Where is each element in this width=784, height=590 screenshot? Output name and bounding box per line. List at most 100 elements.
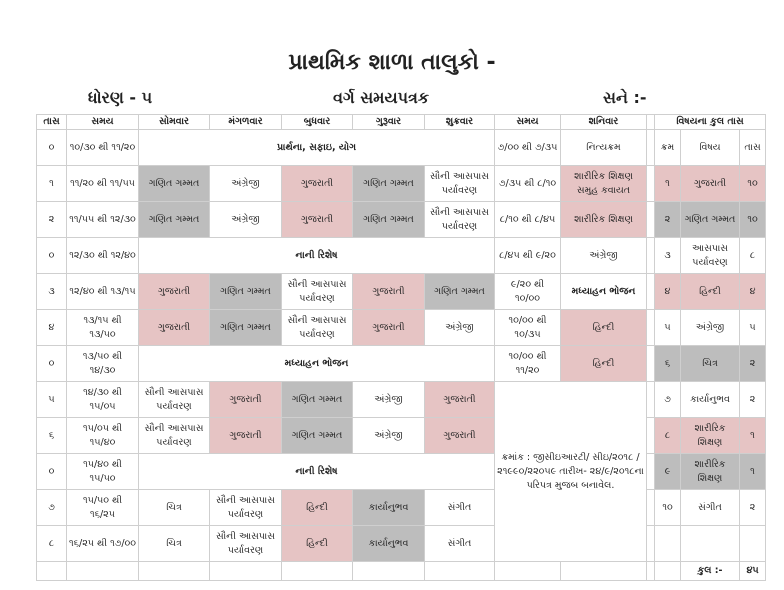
- subject-index: ૯: [654, 453, 681, 490]
- empty-cell: [654, 525, 681, 562]
- saturday-subject: હિન્દી: [560, 345, 647, 382]
- period-time: ૧૨/૪૦ થી ૧૩/૧૫: [66, 273, 139, 310]
- total-value: ૪૫: [738, 561, 767, 581]
- period-number: ૧: [36, 165, 67, 202]
- col-tuesday: મંગળવાર: [209, 114, 282, 130]
- col-saturday: શનિવાર: [560, 114, 647, 130]
- period-number: ૦: [36, 345, 67, 382]
- subject-cell: ગણિત ગમ્મત: [424, 273, 495, 310]
- saturday-subject: હિન્દી: [560, 309, 647, 346]
- subject-name: અંગ્રેજી: [680, 309, 740, 346]
- subject-cell: ચિત્ર: [138, 525, 210, 562]
- subject-cell: ગુજરાતી: [424, 381, 495, 418]
- subject-cell: ગુજરાતી: [209, 417, 282, 454]
- subject-cell: ગુજરાતી: [281, 201, 353, 238]
- gap-cell: [646, 129, 655, 166]
- subject-count: ૫: [738, 309, 767, 346]
- subject-cell: ગણિત ગમ્મત: [281, 417, 353, 454]
- total-label: કુલ :-: [680, 561, 740, 581]
- period-time: ૧૧/૫૫ થી ૧૨/૩૦: [66, 201, 139, 238]
- saturday-time: ૭/૦૦ થી ૭/૩૫: [494, 129, 561, 166]
- subject-cell: અંગ્રેજી: [424, 309, 495, 346]
- standard-label: ધોરણ - ૫: [88, 88, 153, 107]
- break-label: નાની રિશેષ: [138, 453, 495, 490]
- subject-count: ૪: [738, 273, 767, 310]
- timetable-heading: વર્ગ સમયપત્રક: [333, 88, 430, 107]
- subject-count: ૨: [738, 381, 767, 418]
- gap-cell: [646, 453, 655, 490]
- period-number: ૦: [36, 129, 67, 166]
- subject-name: ગણિત ગમ્મત: [680, 201, 740, 238]
- subject-name: ચિત્ર: [680, 345, 740, 382]
- col-period: તાસ: [36, 114, 67, 130]
- header-row: તાસ સમય સોમવાર મંગળવાર બુધવાર ગુરૂવાર શુ…: [36, 114, 767, 130]
- subject-cell: ગણિત ગમ્મત: [138, 165, 210, 202]
- period-time: ૧૪/૩૦ થી ૧૫/૦૫: [66, 381, 139, 418]
- empty-cell: [352, 561, 425, 581]
- period-number: ૨: [36, 201, 67, 238]
- saturday-time: ૭/૩૫ થી ૮/૧૦: [494, 165, 561, 202]
- gap-cell: [646, 201, 655, 238]
- period-number: ૪: [36, 309, 67, 346]
- subject-name: શારીરિક શિક્ષણ: [680, 453, 740, 490]
- subject-cell: ગણિત ગમ્મત: [138, 201, 210, 238]
- subject-count: ૧૦: [738, 165, 767, 202]
- subject-cell: ગણિત ગમ્મત: [352, 201, 425, 238]
- empty-cell: [654, 561, 681, 581]
- subject-cell: ગણિત ગમ્મત: [281, 381, 353, 418]
- saturday-subject: અંગ્રેજી: [560, 237, 647, 274]
- subject-cell: કાર્યાનુભવ: [352, 525, 425, 562]
- table-row: ૦ ૧૩/૫૦ થી ૧૪/૩૦ મધ્યાહન ભોજન ૧૦/૦૦ થી ૧૧/૨…: [36, 345, 767, 382]
- subject-cell: ગણિત ગમ્મત: [209, 309, 282, 346]
- period-time: ૧૩/૧૫ થી ૧૩/૫૦: [66, 309, 139, 346]
- total-row: કુલ :- ૪૫: [36, 561, 767, 581]
- col-time: સમય: [66, 114, 139, 130]
- table-row: ૧ ૧૧/૨૦ થી ૧૧/૫૫ ગણિત ગમ્મત અંગ્રેજી ગુજરાતી…: [36, 165, 767, 202]
- table-row: ૮ ૧૬/૨૫ થી ૧૭/૦૦ ચિત્ર સૌની આસપાસ પર્યાવરણ હ…: [36, 525, 767, 562]
- period-time: ૧૫/૫૦ થી ૧૬/૨૫: [66, 489, 139, 526]
- empty-cell: [36, 561, 67, 581]
- col-thursday: ગુરૂવાર: [352, 114, 425, 130]
- subject-index: ૪: [654, 273, 681, 310]
- subject-cell: ગુજરાતી: [352, 309, 425, 346]
- subject-cell: અંગ્રેજી: [352, 381, 425, 418]
- col-wednesday: બુધવાર: [281, 114, 353, 130]
- empty-cell: [494, 561, 561, 581]
- subject-name: ગુજરાતી: [680, 165, 740, 202]
- period-time: ૧૩/૫૦ થી ૧૪/૩૦: [66, 345, 139, 382]
- gap-cell: [646, 273, 655, 310]
- subject-index: ૫: [654, 309, 681, 346]
- year-label: સને :-: [603, 88, 647, 107]
- subject-cell: સૌની આસપાસ પર્યાવરણ: [209, 489, 282, 526]
- empty-cell: [424, 561, 495, 581]
- subject-cell: ગુજરાતી: [424, 417, 495, 454]
- col-subject-total: વિષયના કુલ તાસ: [653, 114, 767, 130]
- col-monday: સોમવાર: [138, 114, 210, 130]
- subject-cell: ગણિત ગમ્મત: [352, 165, 425, 202]
- subject-cell: ગુજરાતી: [209, 381, 282, 418]
- page-title: પ્રાથમિક શાળા તાલુકો -: [288, 50, 496, 75]
- saturday-time: ૧૦/૦૦ થી ૧૧/૨૦: [494, 345, 561, 382]
- break-label: મધ્યાહન ભોજન: [138, 345, 495, 382]
- saturday-subject: નિત્યક્રમ: [560, 129, 647, 166]
- period-time: ૧૬/૨૫ થી ૧૭/૦૦: [66, 525, 139, 562]
- empty-cell: [560, 561, 647, 581]
- gap-cell: [646, 417, 655, 454]
- subject-count: ૧: [738, 417, 767, 454]
- empty-cell: [66, 561, 139, 581]
- table-row: ૦ ૧૨/૩૦ થી ૧૨/૪૦ નાની રિશેષ ૮/૪૫ થી ૯/૨૦ અંગ…: [36, 237, 767, 274]
- subject-count: ૨: [738, 345, 767, 382]
- subject-index: ૭: [654, 381, 681, 418]
- subject-cell: ચિત્ર: [138, 489, 210, 526]
- subject-count: તાસ: [738, 129, 767, 166]
- subject-cell: સૌની આસપાસ પર્યાવરણ: [281, 273, 353, 310]
- subject-cell: સંગીત: [424, 525, 495, 562]
- subject-cell: અંગ્રેજી: [352, 417, 425, 454]
- saturday-subject: શારીરિક શિક્ષણ સમુહ કવાયત: [560, 165, 647, 202]
- subject-index: ક્રમ: [654, 129, 681, 166]
- subject-name: આસપાસ પર્યાવરણ: [680, 237, 740, 274]
- circular-note: ક્રમાંક : જીસીઇઆરટી/ સીઇ/૨૦૧૮ /૨૧૯૯૦/૨૨૦…: [494, 381, 647, 562]
- table-row: ૬ ૧૫/૦૫ થી ૧૫/૪૦ સૌની આસપાસ પર્યાવરણ ગુજરાત…: [36, 417, 767, 454]
- subject-cell: કાર્યાનુભવ: [352, 489, 425, 526]
- subject-cell: હિન્દી: [281, 525, 353, 562]
